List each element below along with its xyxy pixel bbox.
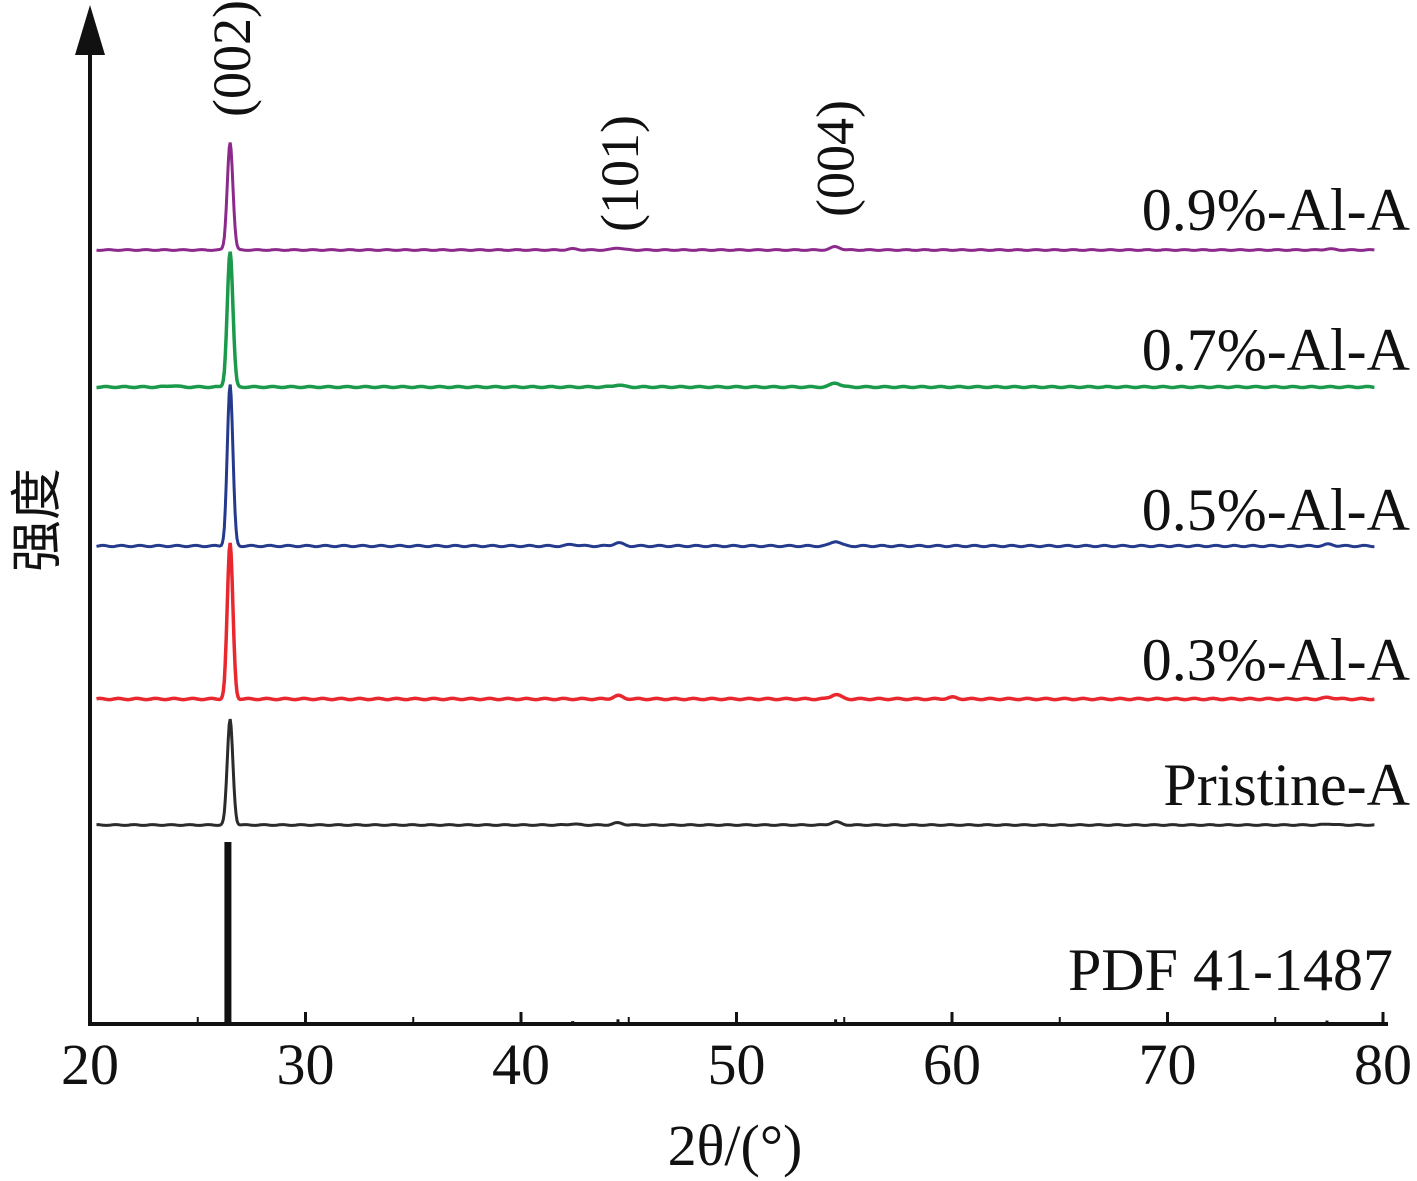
y-axis-label: 强度 — [10, 468, 67, 572]
trace-0 — [96, 142, 1375, 252]
traces — [96, 142, 1375, 1022]
x-tick-label: 80 — [1354, 1032, 1412, 1097]
series-label-1: 0.7%-Al-A — [1142, 317, 1410, 383]
x-ticks: 20 30 40 50 60 70 80 — [61, 1012, 1412, 1097]
trace-1 — [96, 251, 1375, 390]
x-tick-label: 50 — [708, 1032, 766, 1097]
peak-label-1: (101) — [590, 115, 650, 232]
x-tick-label: 70 — [1139, 1032, 1197, 1097]
trace-3 — [96, 542, 1375, 702]
trace-4 — [96, 718, 1375, 827]
peak-label-0: (002) — [202, 0, 262, 117]
y-axis-arrow — [75, 5, 105, 55]
x-axis-label: 2θ/(°) — [668, 1113, 803, 1178]
reference-label: PDF 41-1487 — [1068, 937, 1393, 1003]
series-label-4: Pristine-A — [1163, 752, 1410, 818]
series-label-0: 0.9%-Al-A — [1142, 177, 1410, 243]
x-tick-label: 30 — [277, 1032, 335, 1097]
series-labels: 0.9%-Al-A 0.7%-Al-A 0.5%-Al-A 0.3%-Al-A Pris… — [1068, 177, 1410, 1003]
x-tick-label: 40 — [492, 1032, 550, 1097]
trace-2 — [96, 384, 1375, 549]
x-tick-label: 20 — [61, 1032, 119, 1097]
series-label-3: 0.3%-Al-A — [1142, 627, 1410, 693]
x-tick-label: 60 — [923, 1032, 981, 1097]
peak-label-2: (004) — [805, 100, 865, 217]
peak-labels: (002) (101) (004) — [202, 0, 865, 232]
series-label-2: 0.5%-Al-A — [1142, 477, 1410, 543]
